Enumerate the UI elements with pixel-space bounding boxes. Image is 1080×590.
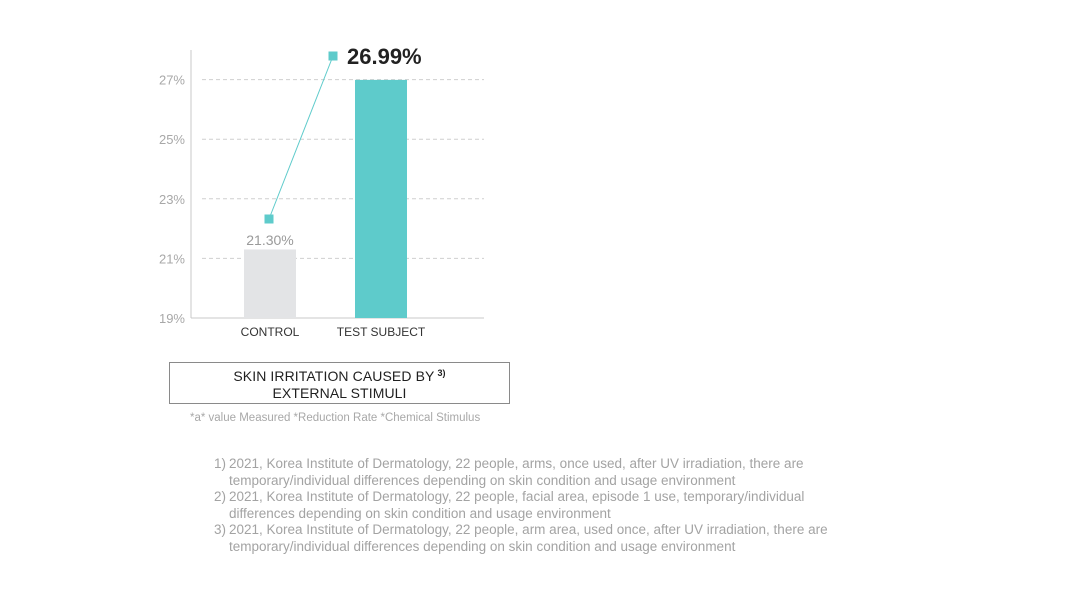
data-label-test-subject: 26.99%: [347, 44, 422, 69]
chart-caption: SKIN IRRITATION CAUSED BY 3) EXTERNAL STI…: [169, 362, 510, 404]
bar: [355, 79, 407, 318]
caption-title: SKIN IRRITATION CAUSED BY: [233, 367, 435, 384]
footnote-text: 2021, Korea Institute of Dermatology, 22…: [229, 522, 828, 554]
y-tick-label: 27%: [159, 73, 185, 88]
trend-line: [268, 55, 334, 220]
footnotes: 1) 2021, Korea Institute of Dermatology,…: [214, 456, 854, 555]
marker-control: [264, 214, 274, 224]
footnote-text: 2021, Korea Institute of Dermatology, 22…: [229, 456, 804, 488]
caption-reference: 3): [437, 367, 446, 378]
x-tick-label: TEST SUBJECT: [337, 325, 426, 339]
data-label-control: 21.30%: [246, 232, 293, 248]
footnote-number: 1): [214, 456, 227, 471]
chart-note: *a* value Measured *Reduction Rate *Chem…: [190, 412, 481, 424]
footnote-item: 2) 2021, Korea Institute of Dermatology,…: [214, 489, 854, 522]
y-tick-label: 23%: [159, 192, 185, 207]
caption-line-2: EXTERNAL STIMULI: [272, 384, 407, 401]
y-tick-label: 21%: [159, 251, 185, 266]
caption-line-1: SKIN IRRITATION CAUSED BY 3): [233, 365, 445, 385]
y-tick-label: 19%: [159, 311, 185, 326]
footnote-item: 1) 2021, Korea Institute of Dermatology,…: [214, 456, 854, 489]
bar-chart: 19% 21% 23% 25% 27% CONTROL TEST SUBJECT 21.30%…: [159, 44, 484, 339]
x-tick-label: CONTROL: [241, 325, 300, 339]
bar: [244, 249, 296, 318]
footnote-number: 3): [214, 522, 227, 537]
footnote-text: 2021, Korea Institute of Dermatology, 22…: [229, 489, 805, 521]
y-tick-label: 25%: [159, 132, 185, 147]
marker-test-subject: [328, 51, 338, 61]
footnote-item: 3) 2021, Korea Institute of Dermatology,…: [214, 522, 854, 555]
footnote-number: 2): [214, 489, 227, 504]
